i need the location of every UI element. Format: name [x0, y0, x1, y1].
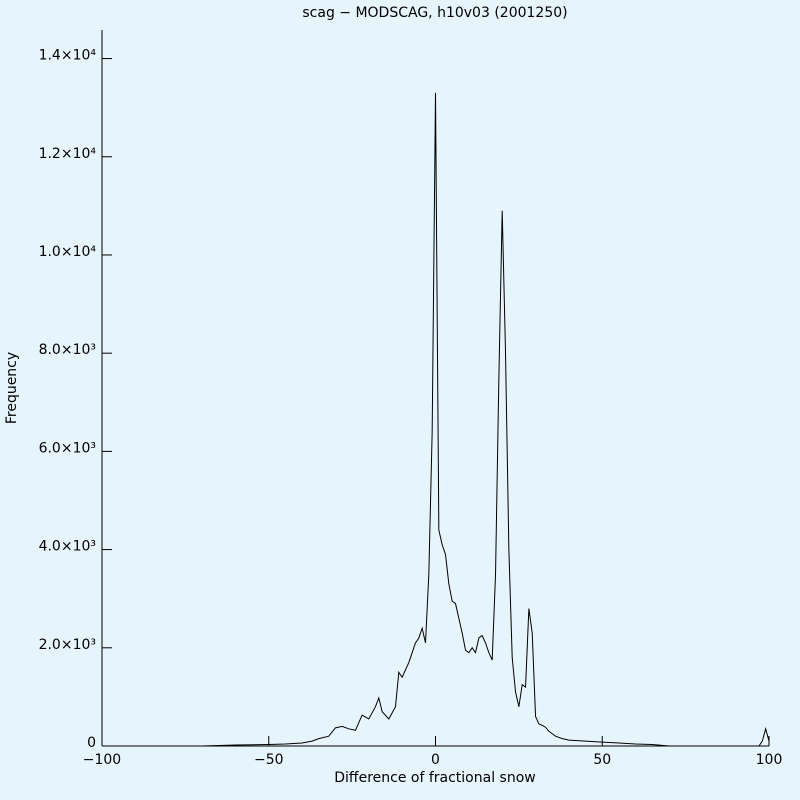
- x-tick-label: 0: [431, 752, 440, 768]
- y-tick-label: 6.0×10³: [39, 440, 96, 456]
- y-tick-label: 1.4×10⁴: [39, 48, 97, 64]
- y-axis-label: Frequency: [4, 352, 20, 424]
- y-tick-label: 8.0×10³: [39, 342, 96, 358]
- x-tick-label: −50: [254, 752, 284, 768]
- data-line: [102, 92, 770, 747]
- y-tick-label: 0: [87, 735, 96, 751]
- x-tick-label: 50: [593, 752, 611, 768]
- y-tick-label: 4.0×10³: [39, 539, 96, 555]
- y-tick-label: 2.0×10³: [39, 637, 96, 653]
- chart-title: scag − MODSCAG, h10v03 (2001250): [302, 5, 567, 21]
- x-tick-label: −100: [83, 752, 121, 768]
- y-tick-label: 1.2×10⁴: [39, 146, 97, 162]
- x-tick-label: 100: [756, 752, 783, 768]
- x-axis-label: Difference of fractional snow: [334, 770, 535, 786]
- y-tick-label: 1.0×10⁴: [39, 244, 97, 260]
